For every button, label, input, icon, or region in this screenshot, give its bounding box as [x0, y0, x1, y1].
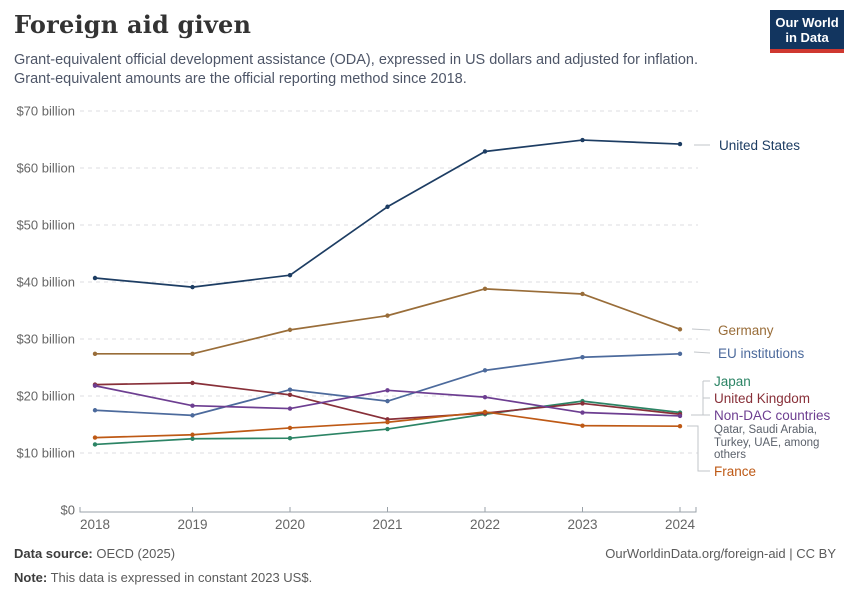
label-connector	[691, 328, 711, 331]
series-label-germany[interactable]: Germany	[718, 323, 774, 338]
data-point-germany-2021[interactable]	[385, 313, 390, 318]
x-axis-tick-label: 2018	[80, 517, 110, 532]
data-point-united-states-2018[interactable]	[92, 275, 98, 281]
data-point-united-states-2020[interactable]	[287, 272, 293, 278]
data-point-united-states-2021[interactable]	[385, 204, 390, 209]
data-point-non-dac-countries-2024[interactable]	[677, 413, 683, 419]
data-point-eu-institutions-2019[interactable]	[190, 413, 195, 418]
data-point-germany-2019[interactable]	[190, 351, 195, 357]
data-point-france-2024[interactable]	[677, 424, 683, 429]
series-label-france[interactable]: France	[714, 464, 757, 479]
data-point-eu-institutions-2023[interactable]	[580, 355, 585, 360]
data-point-united-states-2023[interactable]	[580, 137, 585, 143]
data-point-eu-institutions-2018[interactable]	[92, 408, 98, 413]
data-point-japan-2020[interactable]	[287, 435, 293, 441]
data-point-france-2021[interactable]	[385, 420, 390, 425]
data-point-non-dac-countries-2019[interactable]	[190, 403, 195, 408]
data-point-eu-institutions-2021[interactable]	[385, 398, 390, 404]
data-point-united-kingdom-2023[interactable]	[580, 401, 585, 406]
y-axis-tick-label: $30 billion	[16, 332, 75, 347]
line-path-germany[interactable]	[95, 287, 681, 355]
data-point-japan-2019[interactable]	[190, 436, 195, 441]
data-point-united-kingdom-2019[interactable]	[190, 380, 195, 386]
series-label-eu-institutions[interactable]: EU institutions	[718, 346, 805, 361]
series-label-non-dac-countries[interactable]: Non-DAC countries	[714, 408, 831, 423]
data-point-japan-2021[interactable]	[385, 426, 390, 432]
series-line-eu-institutions[interactable]	[92, 351, 683, 418]
y-axis-tick-label: $20 billion	[16, 389, 75, 404]
data-point-germany-2024[interactable]	[677, 327, 683, 332]
owid-citation-link[interactable]: OurWorldinData.org/foreign-aid | CC BY	[605, 546, 836, 561]
data-point-eu-institutions-2024[interactable]	[677, 351, 683, 357]
data-point-germany-2023[interactable]	[580, 291, 585, 297]
data-point-france-2020[interactable]	[287, 425, 293, 431]
data-point-non-dac-countries-2023[interactable]	[580, 410, 585, 415]
series-label-japan[interactable]: Japan	[714, 374, 751, 389]
data-point-united-states-2022[interactable]	[482, 149, 488, 154]
series-line-united-states[interactable]	[92, 137, 683, 290]
data-point-non-dac-countries-2020[interactable]	[287, 406, 293, 411]
chart-subtitle: Grant-equivalent official development as…	[14, 51, 754, 89]
x-axis-tick-label: 2020	[275, 517, 305, 532]
line-path-united-states[interactable]	[94, 139, 681, 288]
series-label-united-kingdom[interactable]: United Kingdom	[714, 391, 811, 406]
data-point-non-dac-countries-2022[interactable]	[482, 394, 488, 400]
series-line-france[interactable]	[92, 409, 683, 440]
data-source-label: Data source:	[14, 546, 93, 561]
data-point-france-2019[interactable]	[190, 432, 195, 437]
note-label: Note:	[14, 570, 48, 585]
owid-logo[interactable]: Our World in Data	[770, 10, 844, 53]
page-title: Foreign aid given	[14, 10, 252, 39]
data-point-france-2023[interactable]	[580, 423, 585, 428]
logo-line-2: in Data	[785, 30, 829, 45]
data-point-france-2022[interactable]	[482, 409, 488, 415]
data-source-value: OECD (2025)	[92, 546, 176, 561]
data-point-non-dac-countries-2021[interactable]	[385, 388, 390, 393]
label-connector	[687, 425, 710, 472]
data-point-united-states-2024[interactable]	[677, 141, 683, 147]
y-axis-tick-label: $60 billion	[16, 161, 75, 176]
x-axis-tick-label: 2024	[665, 517, 696, 532]
x-axis-tick-label: 2019	[177, 517, 207, 532]
data-point-germany-2018[interactable]	[92, 351, 98, 357]
y-axis-tick-label: $40 billion	[16, 275, 75, 290]
subtitle-line-2: Grant-equivalent amounts are the officia…	[14, 71, 467, 87]
data-point-germany-2022[interactable]	[482, 286, 488, 292]
data-point-japan-2018[interactable]	[92, 442, 98, 447]
series-sublabel-non-dac-countries: Qatar, Saudi Arabia, Turkey, UAE, among …	[714, 424, 820, 461]
data-point-eu-institutions-2020[interactable]	[287, 387, 293, 392]
series-line-united-kingdom[interactable]	[92, 380, 683, 422]
data-point-france-2018[interactable]	[92, 435, 98, 440]
data-point-united-states-2019[interactable]	[190, 284, 195, 290]
note-value: This data is expressed in constant 2023 …	[47, 570, 313, 585]
data-point-eu-institutions-2022[interactable]	[482, 368, 488, 373]
data-point-united-kingdom-2020[interactable]	[287, 392, 293, 398]
y-axis-tick-label: $10 billion	[16, 446, 75, 461]
label-connector	[693, 351, 711, 354]
x-axis-tick-label: 2021	[372, 517, 402, 532]
note-line: Note: This data is expressed in constant…	[14, 570, 312, 585]
y-axis-tick-label: $70 billion	[16, 104, 75, 119]
logo-line-1: Our World	[775, 15, 839, 30]
x-axis-line	[79, 507, 697, 513]
y-axis-tick-label: $0	[61, 503, 75, 518]
series-label-united-states[interactable]: United States	[719, 138, 801, 153]
y-axis-tick-label: $50 billion	[16, 218, 75, 233]
x-axis-tick-label: 2023	[567, 517, 597, 532]
data-point-non-dac-countries-2018[interactable]	[92, 383, 98, 388]
subtitle-line-1: Grant-equivalent official development as…	[14, 52, 699, 68]
series-line-germany[interactable]	[92, 286, 683, 357]
x-axis-tick-label: 2022	[470, 517, 500, 532]
data-point-germany-2020[interactable]	[287, 327, 293, 333]
data-source-line: Data source: OECD (2025)	[14, 546, 175, 561]
series-line-non-dac-countries[interactable]	[92, 383, 683, 419]
line-path-france[interactable]	[94, 411, 681, 439]
line-path-eu-institutions[interactable]	[94, 352, 681, 417]
